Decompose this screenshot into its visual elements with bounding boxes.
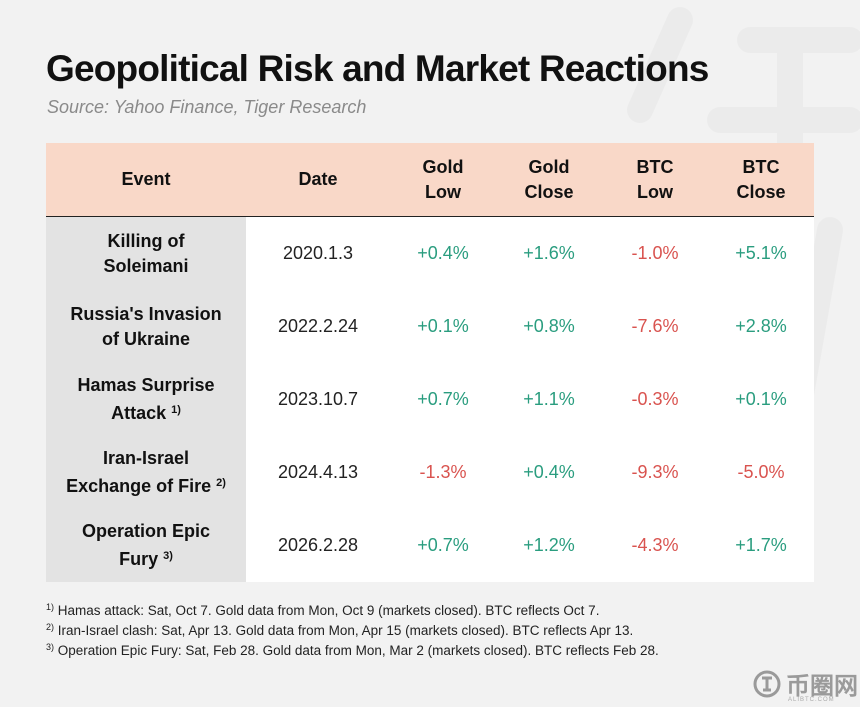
btc-low-cell: -0.3% xyxy=(602,363,708,436)
header-label: Date xyxy=(298,169,338,189)
event-name: Killing of xyxy=(107,230,185,251)
event-name: Operation Epic xyxy=(81,521,211,541)
header-label: Close xyxy=(736,181,786,202)
event-name: of Ukraine xyxy=(101,328,191,349)
event-cell: Hamas Surprise Attack 1) xyxy=(46,363,246,436)
gold-low-cell: +0.7% xyxy=(390,363,496,436)
footnote-marker: 1) xyxy=(171,404,181,416)
table-row: Russia's Invasion of Ukraine 2022.2.24 +… xyxy=(46,290,814,363)
footnote-marker: 3) xyxy=(163,550,173,562)
table-header-row: Event Date Gold Low Gold Close BTC Low B… xyxy=(46,143,814,217)
market-reactions-table: Event Date Gold Low Gold Close BTC Low B… xyxy=(46,143,814,582)
table-row: Killing of Soleimani 2020.1.3 +0.4% +1.6… xyxy=(46,216,814,290)
footnote-text: Iran-Israel clash: Sat, Apr 13. Gold dat… xyxy=(54,623,634,638)
header-gold-low: Gold Low xyxy=(390,143,496,217)
footnote: 1) Hamas attack: Sat, Oct 7. Gold data f… xyxy=(46,597,659,618)
header-label: BTC xyxy=(742,156,780,177)
page-subtitle: Source: Yahoo Finance, Tiger Research xyxy=(47,97,367,117)
gold-low-cell: +0.7% xyxy=(390,509,496,582)
btc-low-cell: -9.3% xyxy=(602,436,708,509)
btc-close-cell: -5.0% xyxy=(708,436,814,509)
date-cell: 2020.1.3 xyxy=(246,216,390,290)
header-event: Event xyxy=(46,143,246,217)
watermark-subtext: ALIBTC.COM xyxy=(788,697,835,703)
gold-low-cell: +0.4% xyxy=(390,216,496,290)
event-name: Attack xyxy=(111,403,167,423)
footnote-text: Operation Epic Fury: Sat, Feb 28. Gold d… xyxy=(54,643,659,658)
event-name: Russia's Invasion xyxy=(70,303,222,324)
site-watermark: 币圈网 xyxy=(752,666,858,701)
footnote-text: Hamas attack: Sat, Oct 7. Gold data from… xyxy=(54,603,600,618)
event-cell: Operation Epic Fury 3) xyxy=(46,509,246,582)
table-row: Hamas Surprise Attack 1) 2023.10.7 +0.7%… xyxy=(46,363,814,436)
btc-low-cell: -4.3% xyxy=(602,509,708,582)
gold-close-cell: +1.1% xyxy=(496,363,602,436)
date-cell: 2022.2.24 xyxy=(246,290,390,363)
gold-close-cell: +0.4% xyxy=(496,436,602,509)
event-name: Iran-Israel xyxy=(102,448,190,468)
header-date: Date xyxy=(246,143,390,217)
header-label: Low xyxy=(637,181,673,202)
header-label: Low xyxy=(425,181,461,202)
date-cell: 2024.4.13 xyxy=(246,436,390,509)
event-name: Fury xyxy=(119,549,159,569)
event-name: Exchange of Fire xyxy=(66,476,212,496)
btc-close-cell: +5.1% xyxy=(708,216,814,290)
header-btc-close: BTC Close xyxy=(708,143,814,217)
btc-low-cell: -1.0% xyxy=(602,216,708,290)
footnotes: 1) Hamas attack: Sat, Oct 7. Gold data f… xyxy=(46,597,659,658)
footnote-marker: 2) xyxy=(216,477,226,489)
event-cell: Iran-Israel Exchange of Fire 2) xyxy=(46,436,246,509)
page-title: Geopolitical Risk and Market Reactions xyxy=(46,48,709,89)
header-label: BTC xyxy=(636,156,674,177)
header-btc-low: BTC Low xyxy=(602,143,708,217)
event-cell: Russia's Invasion of Ukraine xyxy=(46,290,246,363)
header-label: Close xyxy=(524,181,574,202)
header-label: Event xyxy=(121,169,171,189)
footnote: 3) Operation Epic Fury: Sat, Feb 28. Gol… xyxy=(46,637,659,658)
event-name: Soleimani xyxy=(103,255,189,276)
btc-low-cell: -7.6% xyxy=(602,290,708,363)
watermark-text: 币圈网 xyxy=(786,673,858,700)
gold-close-cell: +1.6% xyxy=(496,216,602,290)
date-cell: 2026.2.28 xyxy=(246,509,390,582)
header-label: Gold xyxy=(528,156,570,177)
header-label: Gold xyxy=(422,156,464,177)
gold-low-cell: +0.1% xyxy=(390,290,496,363)
footnote-mark: 1) xyxy=(46,602,55,612)
gold-close-cell: +0.8% xyxy=(496,290,602,363)
footnote-mark: 2) xyxy=(46,622,55,632)
event-name: Hamas Surprise xyxy=(77,375,215,395)
footnote: 2) Iran-Israel clash: Sat, Apr 13. Gold … xyxy=(46,617,659,638)
gold-low-cell: -1.3% xyxy=(390,436,496,509)
table-row: Operation Epic Fury 3) 2026.2.28 +0.7% +… xyxy=(46,509,814,582)
date-cell: 2023.10.7 xyxy=(246,363,390,436)
header-gold-close: Gold Close xyxy=(496,143,602,217)
btc-close-cell: +0.1% xyxy=(708,363,814,436)
btc-close-cell: +2.8% xyxy=(708,290,814,363)
btc-close-cell: +1.7% xyxy=(708,509,814,582)
footnote-mark: 3) xyxy=(46,642,55,652)
coin-logo-icon xyxy=(753,670,781,697)
gold-close-cell: +1.2% xyxy=(496,509,602,582)
event-cell: Killing of Soleimani xyxy=(46,216,246,290)
table-row: Iran-Israel Exchange of Fire 2) 2024.4.1… xyxy=(46,436,814,509)
